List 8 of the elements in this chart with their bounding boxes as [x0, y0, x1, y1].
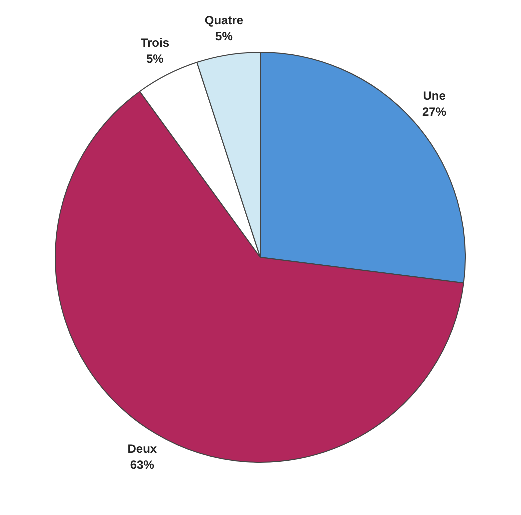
data-label: 27%	[422, 105, 447, 120]
slice-label: Deux	[128, 442, 158, 456]
slice-label: Une	[423, 89, 446, 104]
data-label: 5%	[146, 52, 164, 66]
slice-label: Quatre	[204, 13, 244, 28]
data-label: 5%	[216, 29, 234, 44]
data-label: 63%	[130, 458, 155, 472]
slice-label: Trois	[140, 36, 170, 50]
